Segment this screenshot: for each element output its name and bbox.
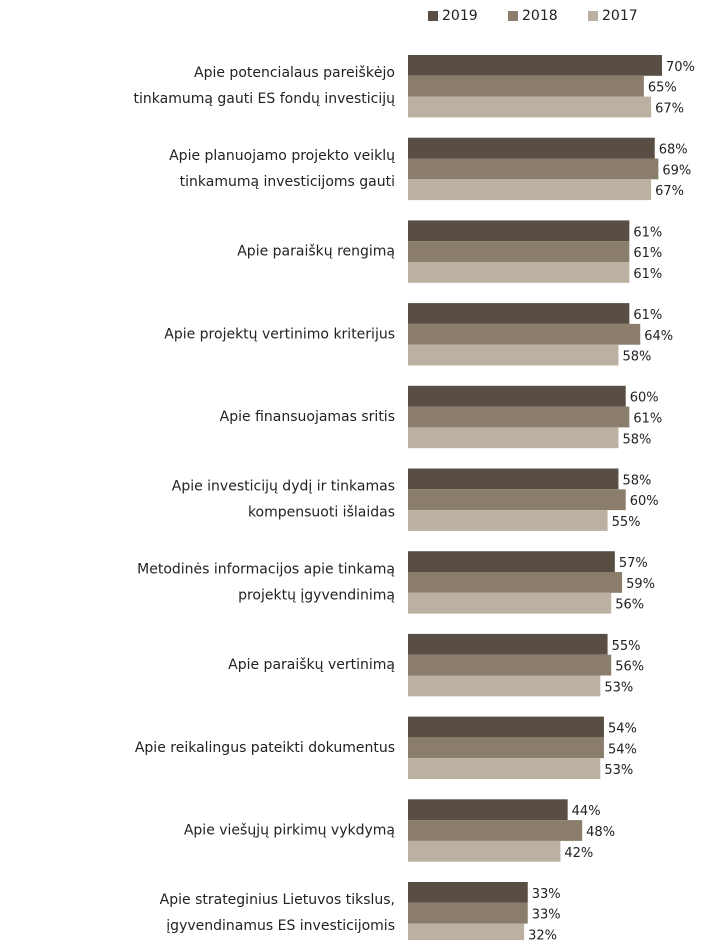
bar (408, 592, 612, 614)
bar (408, 902, 528, 924)
bar (408, 758, 601, 779)
bar (408, 220, 630, 242)
legend-swatch (508, 11, 518, 21)
bar (408, 75, 644, 97)
value-label: 53% (604, 680, 633, 695)
value-label: 48% (586, 825, 615, 840)
bar (408, 510, 608, 531)
bar (408, 882, 528, 903)
value-label: 54% (608, 722, 637, 737)
bar (408, 427, 619, 449)
category-label: Metodinės informacijos apie tinkamą (137, 561, 395, 577)
value-label: 58% (622, 473, 651, 488)
value-label: 56% (615, 660, 644, 675)
legend-swatch (588, 11, 598, 21)
category-label: Apie paraiškų rengimą (237, 244, 395, 260)
bar (408, 241, 630, 262)
bar (408, 675, 601, 697)
bar (408, 406, 630, 428)
value-label: 67% (655, 184, 684, 199)
category-label: kompensuoti išlaidas (248, 505, 395, 521)
value-label: 54% (608, 742, 637, 757)
value-label: 44% (572, 804, 601, 819)
category-label: Apie viešųjų pirkimų vykdymą (184, 823, 395, 839)
bar (408, 840, 561, 862)
value-label: 59% (626, 577, 655, 592)
legend-label: 2018 (522, 8, 558, 24)
legend-label: 2017 (602, 8, 638, 24)
value-label: 58% (622, 432, 651, 447)
category-label: įgyvendinamus ES investicijomis (166, 918, 395, 934)
category-label: Apie strateginius Lietuvos tikslus, (160, 892, 395, 908)
category-label: Apie paraiškų vertinimą (228, 657, 395, 673)
value-label: 56% (615, 598, 644, 613)
bar (408, 737, 604, 759)
value-label: 60% (630, 494, 659, 509)
value-label: 33% (532, 908, 561, 923)
value-label: 55% (612, 639, 641, 654)
value-label: 61% (633, 246, 662, 261)
value-label: 70% (666, 60, 695, 75)
bar (408, 344, 619, 366)
value-label: 53% (604, 763, 633, 778)
bar (408, 551, 615, 572)
category-label: Apie planuojamo projekto veiklų (169, 148, 395, 164)
category-label: Apie potencialaus pareiškėjo (194, 65, 395, 81)
bar (408, 323, 641, 345)
bar (408, 137, 655, 159)
category-label: Apie investicijų dydį ir tinkamas (172, 479, 395, 495)
category-label: Apie projektų vertinimo kriterijus (164, 326, 395, 342)
value-label: 67% (655, 102, 684, 117)
value-label: 61% (633, 267, 662, 282)
value-label: 64% (644, 329, 673, 344)
value-label: 42% (564, 846, 593, 861)
value-label: 68% (659, 143, 688, 158)
category-label: projektų įgyvendinimą (238, 587, 395, 603)
bar (408, 633, 608, 655)
value-label: 69% (662, 163, 691, 178)
bar (408, 468, 619, 490)
category-label: tinkamumą investicijoms gauti (180, 174, 395, 190)
value-label: 61% (633, 308, 662, 323)
value-label: 58% (622, 350, 651, 365)
value-label: 65% (648, 81, 677, 96)
category-label: tinkamumą gauti ES fondų investicijų (134, 91, 396, 107)
value-label: 61% (633, 412, 662, 427)
value-label: 32% (528, 929, 557, 940)
bar (408, 923, 525, 940)
value-label: 55% (612, 515, 641, 530)
value-label: 60% (630, 391, 659, 406)
bar (408, 262, 630, 283)
bar (408, 489, 626, 511)
bar (408, 385, 626, 407)
bar (408, 303, 630, 324)
value-label: 61% (633, 225, 662, 240)
bar (408, 716, 604, 738)
legend-swatch (428, 11, 438, 21)
bar (408, 820, 583, 841)
legend-label: 2019 (442, 8, 478, 24)
category-label: Apie finansuojamas sritis (220, 409, 395, 425)
bar (408, 158, 659, 180)
bar (408, 572, 623, 593)
bar (408, 96, 652, 118)
value-label: 57% (619, 556, 648, 571)
bar (408, 55, 662, 76)
value-label: 33% (532, 887, 561, 902)
bar (408, 179, 652, 201)
bar (408, 654, 612, 676)
bar (408, 799, 568, 821)
category-label: Apie reikalingus pateikti dokumentus (135, 740, 395, 756)
